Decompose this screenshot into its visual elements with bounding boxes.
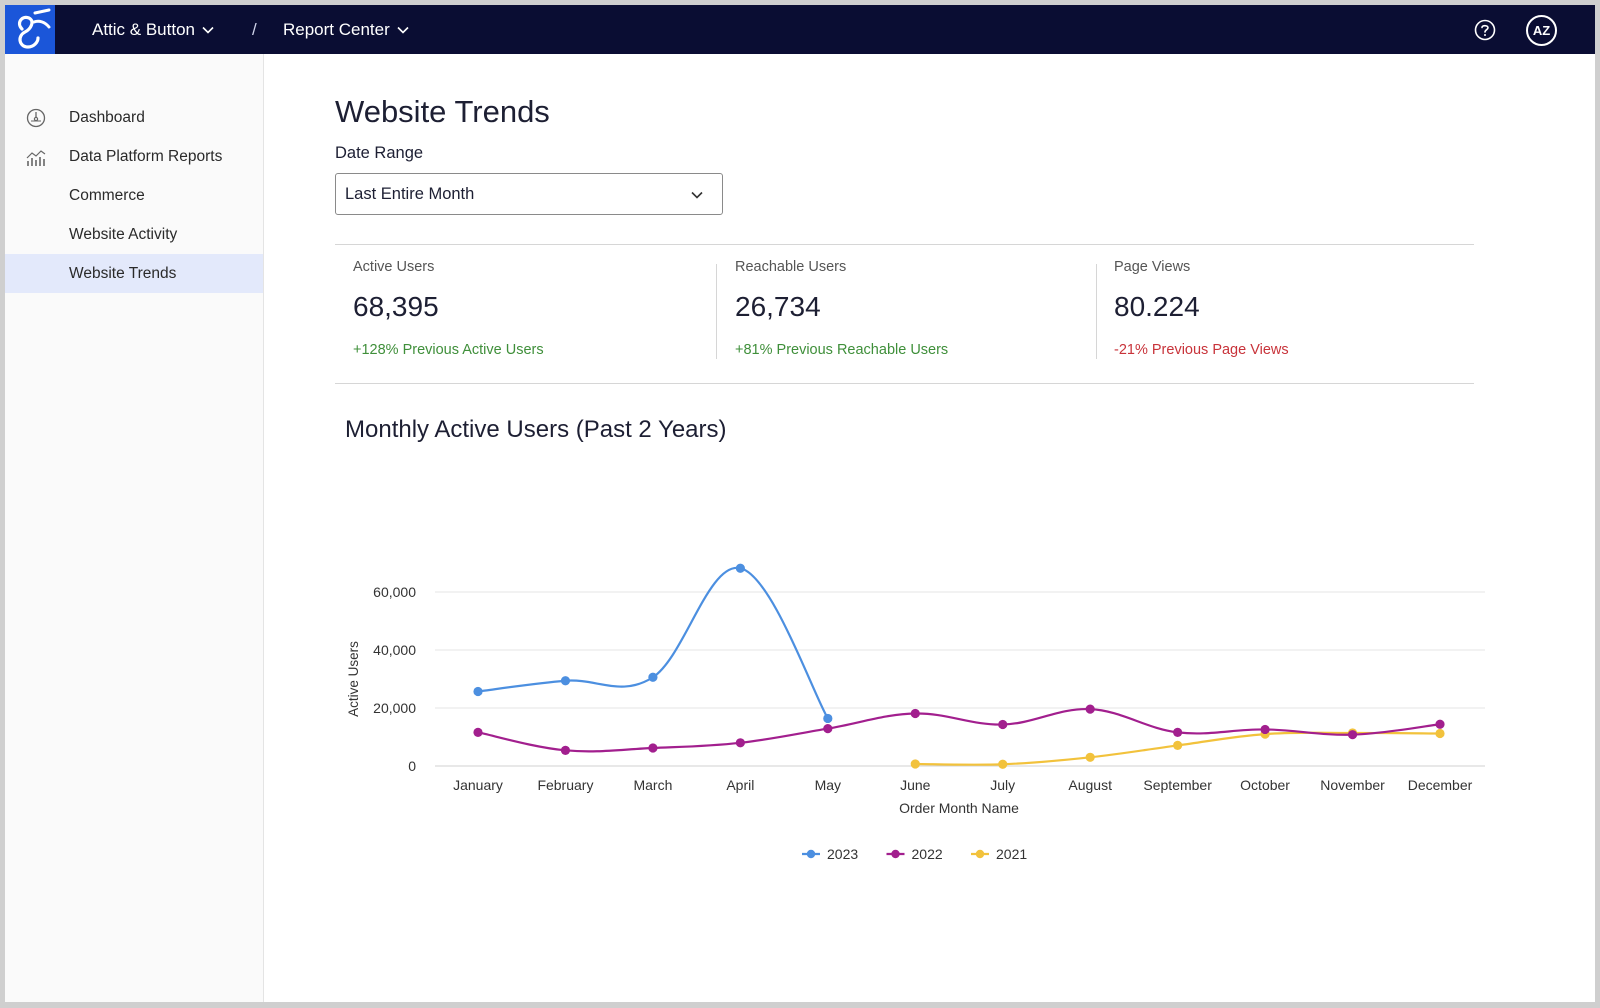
sidebar-item-website-activity[interactable]: Website Activity <box>5 215 263 254</box>
sidebar-item-label: Data Platform Reports <box>69 148 223 165</box>
data-point-2022 <box>473 727 483 737</box>
data-point-2022 <box>1085 704 1095 714</box>
sidebar-item-website-trends[interactable]: Website Trends <box>5 254 263 293</box>
legend-swatch-dot <box>806 849 816 859</box>
sidebar-item-data-platform-reports[interactable]: Data Platform Reports <box>5 137 263 176</box>
chevron-down-icon <box>202 26 214 34</box>
y-tick-label: 20,000 <box>373 700 416 716</box>
metric-label: Page Views <box>1114 259 1191 275</box>
legend-entry: 2022 <box>912 846 943 862</box>
org-name: Attic & Button <box>92 20 195 39</box>
metric-label: Reachable Users <box>735 259 847 275</box>
legend-entry: 2023 <box>827 846 858 862</box>
chart-title: Monthly Active Users (Past 2 Years) <box>345 416 727 443</box>
section-name: Report Center <box>283 20 390 39</box>
section-switcher[interactable]: Report Center <box>283 5 410 54</box>
data-point-2022 <box>998 719 1008 730</box>
sidebar-item-commerce[interactable]: Commerce <box>5 176 263 215</box>
metric-value: 26,734 <box>735 291 821 322</box>
x-axis-label: Order Month Name <box>899 800 1019 816</box>
data-point-2022 <box>560 745 571 755</box>
metric-label: Active Users <box>353 259 435 275</box>
sidebar: Dashboard Data Platform Reports Commerce… <box>5 54 264 1002</box>
x-tick-label: July <box>990 777 1015 793</box>
data-point-2022 <box>1435 719 1445 729</box>
data-point-2022 <box>1347 730 1358 740</box>
sidebar-item-label: Website Trends <box>69 265 177 282</box>
data-point-2023 <box>560 676 571 686</box>
breadcrumb-separator: / <box>252 20 257 39</box>
data-point-2021 <box>1085 752 1095 762</box>
x-tick-label: April <box>726 777 754 793</box>
sidebar-item-label: Dashboard <box>69 109 145 126</box>
data-point-2021 <box>1173 740 1183 751</box>
top-bar: Attic & Button / Report Center AZ <box>5 5 1595 54</box>
legend-swatch-dot <box>975 849 985 859</box>
monthly-active-users-chart: 0 20,000 40,000 60,000 Active Users January Fe… <box>346 563 1485 862</box>
avatar[interactable]: AZ <box>1526 15 1557 46</box>
page-title: Website Trends <box>335 94 550 129</box>
x-tick-label: August <box>1068 777 1112 793</box>
metric-delta: +81% Previous Reachable Users <box>735 342 949 358</box>
x-tick-label: February <box>537 777 593 793</box>
legend-swatch-dot <box>891 849 900 859</box>
sidebar-item-dashboard[interactable]: Dashboard <box>5 98 263 137</box>
legend-entry: 2021 <box>996 846 1027 862</box>
data-point-2021 <box>1435 728 1445 739</box>
date-range-label: Date Range <box>335 144 424 162</box>
data-point-2023 <box>823 713 833 724</box>
sidebar-item-label: Website Activity <box>69 226 178 243</box>
data-point-2022 <box>823 723 833 734</box>
data-point-2022 <box>910 708 920 719</box>
data-point-2022 <box>735 738 745 748</box>
y-tick-label: 0 <box>408 758 416 774</box>
date-range-select[interactable]: Last Entire Month <box>335 173 723 215</box>
x-tick-label: June <box>900 777 931 793</box>
series-line-2022 <box>477 708 1441 753</box>
metric-value: 80.224 <box>1114 291 1200 322</box>
org-switcher[interactable]: Attic & Button <box>92 5 215 54</box>
data-point-2022 <box>1260 724 1270 735</box>
chevron-down-icon <box>691 191 703 199</box>
y-tick-label: 60,000 <box>373 584 416 600</box>
y-axis-label: Active Users <box>346 641 361 717</box>
app-window: Attic & Button / Report Center AZ Das <box>5 5 1595 1002</box>
metric-value: 68,395 <box>353 291 439 322</box>
x-tick-label: March <box>633 777 672 793</box>
x-tick-label: November <box>1320 777 1385 793</box>
x-tick-label: May <box>815 777 841 793</box>
data-point-2021 <box>998 759 1008 769</box>
data-point-2023 <box>648 672 658 682</box>
bar-chart-icon <box>26 150 46 166</box>
brand-logo-icon[interactable] <box>5 5 55 54</box>
gauge-icon <box>26 108 46 128</box>
data-point-2022 <box>648 743 658 753</box>
chevron-down-icon <box>397 26 409 34</box>
data-point-2022 <box>1173 727 1183 737</box>
divider <box>335 244 1474 245</box>
metric-divider <box>716 264 717 359</box>
metric-delta: +128% Previous Active Users <box>353 342 544 358</box>
main-content: Website Trends Date Range Last Entire Mo… <box>264 54 1595 1002</box>
x-tick-label: October <box>1240 777 1290 793</box>
x-tick-label: September <box>1143 777 1212 793</box>
data-point-2023 <box>473 686 483 697</box>
y-tick-label: 40,000 <box>373 642 416 658</box>
series-line-2023 <box>477 567 829 719</box>
question-circle-icon[interactable] <box>1474 19 1496 41</box>
divider <box>335 383 1474 384</box>
x-tick-label: December <box>1408 777 1473 793</box>
metric-delta: -21% Previous Page Views <box>1114 342 1289 358</box>
sidebar-item-label: Commerce <box>69 187 145 204</box>
data-point-2021 <box>910 759 920 769</box>
x-tick-label: January <box>453 777 503 793</box>
metric-divider <box>1096 264 1097 359</box>
date-range-value: Last Entire Month <box>345 185 475 203</box>
data-point-2023 <box>735 563 745 573</box>
